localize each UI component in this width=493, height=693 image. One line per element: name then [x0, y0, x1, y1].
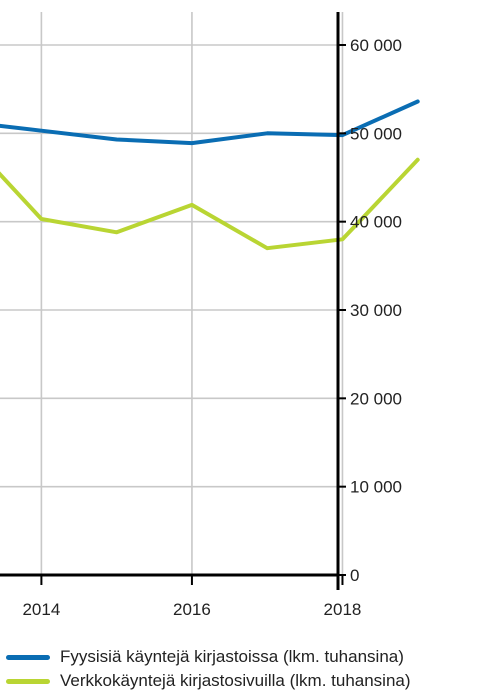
y-tick-label: 40 000 — [350, 213, 402, 232]
series-line-0 — [0, 99, 420, 146]
axes — [0, 12, 346, 590]
series-line-1 — [0, 157, 420, 251]
line-chart: 0 10 000 20 000 30 000 40 000 50 000 60 000 201… — [0, 12, 420, 619]
x-tick-label: 2014 — [22, 600, 60, 619]
series-lines — [0, 99, 420, 251]
legend-label-online-visits: Verkkokäyntejä kirjastosivuilla (lkm. tu… — [60, 671, 411, 690]
x-tick-label: 2018 — [324, 600, 362, 619]
y-tick-label: 0 — [350, 566, 359, 585]
legend: Fyysisiä käyntejä kirjastoissa (lkm. tuh… — [6, 645, 493, 693]
legend-swatch-physical-visits — [6, 654, 50, 660]
grid-lines — [0, 12, 344, 575]
y-tick-label: 10 000 — [350, 478, 402, 497]
x-tick-label: 2016 — [173, 600, 211, 619]
legend-item-online-visits: Verkkokäyntejä kirjastosivuilla (lkm. tu… — [6, 669, 493, 693]
legend-item-physical-visits: Fyysisiä käyntejä kirjastoissa (lkm. tuh… — [6, 645, 493, 669]
y-tick-label: 60 000 — [350, 36, 402, 55]
y-tick-label: 50 000 — [350, 124, 402, 143]
y-tick-label: 20 000 — [350, 389, 402, 408]
y-tick-label: 30 000 — [350, 301, 402, 320]
legend-swatch-online-visits — [6, 678, 50, 684]
tick-labels: 0 10 000 20 000 30 000 40 000 50 000 60 000 201… — [22, 36, 402, 619]
legend-label-physical-visits: Fyysisiä käyntejä kirjastoissa (lkm. tuh… — [60, 647, 404, 666]
